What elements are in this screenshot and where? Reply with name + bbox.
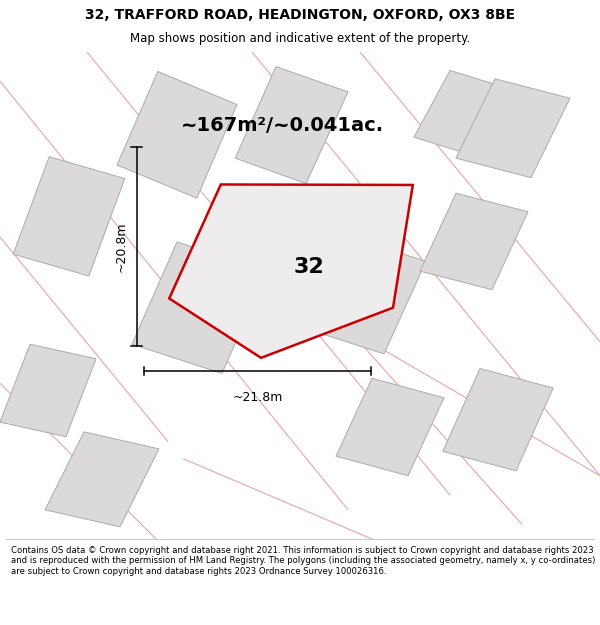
Text: Map shows position and indicative extent of the property.: Map shows position and indicative extent… [130, 32, 470, 45]
Text: ~21.8m: ~21.8m [232, 391, 283, 404]
Polygon shape [0, 344, 96, 437]
Polygon shape [132, 242, 267, 373]
Polygon shape [117, 71, 237, 198]
Polygon shape [336, 378, 444, 476]
Text: ~20.8m: ~20.8m [115, 221, 128, 272]
Polygon shape [45, 432, 159, 527]
Text: Contains OS data © Crown copyright and database right 2021. This information is : Contains OS data © Crown copyright and d… [11, 546, 595, 576]
Text: 32: 32 [294, 257, 325, 277]
Polygon shape [414, 71, 514, 157]
Polygon shape [235, 67, 348, 184]
Text: 32, TRAFFORD ROAD, HEADINGTON, OXFORD, OX3 8BE: 32, TRAFFORD ROAD, HEADINGTON, OXFORD, O… [85, 8, 515, 21]
Polygon shape [456, 79, 570, 178]
Polygon shape [294, 232, 426, 354]
Polygon shape [420, 193, 528, 289]
Polygon shape [443, 369, 553, 471]
Polygon shape [169, 184, 413, 358]
Polygon shape [13, 157, 125, 276]
Text: ~167m²/~0.041ac.: ~167m²/~0.041ac. [181, 116, 383, 134]
